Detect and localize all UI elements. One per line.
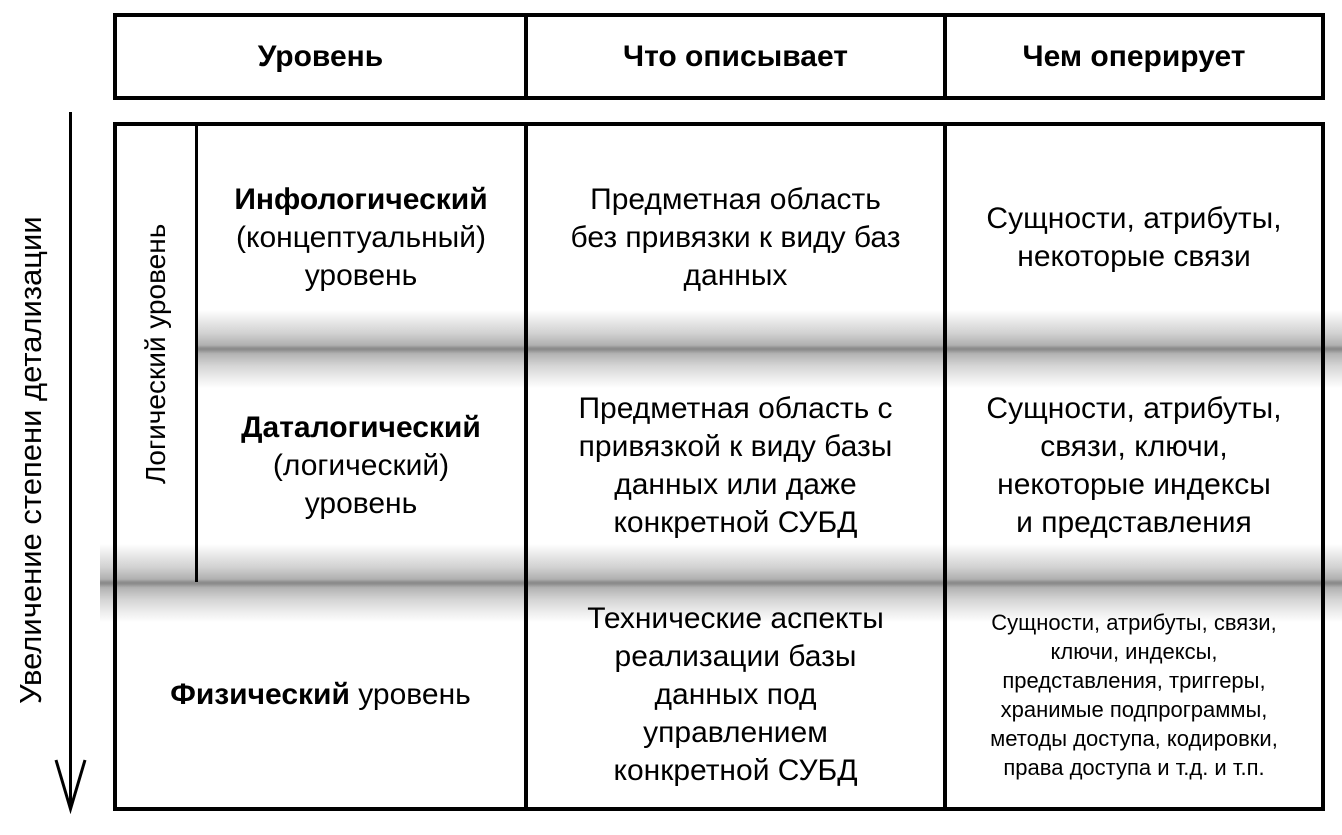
level-name-bold: Физический xyxy=(170,677,350,711)
levels-table: Логический уровень Инфологический (конце… xyxy=(113,122,1325,811)
group-label-divider xyxy=(195,126,198,582)
level-name-rest: уровень xyxy=(349,677,471,711)
cell-physical-operates: Сущности, атрибуты, связи, ключи, индекс… xyxy=(947,582,1321,807)
level-title: Инфологический (концептуальный) уровень xyxy=(234,181,487,295)
cell-physical-level: Физический уровень xyxy=(117,582,524,807)
column-divider-1 xyxy=(524,126,528,807)
header-cell-level: Уровень xyxy=(257,39,384,73)
cell-infological-describes: Предметная область без привязки к виду б… xyxy=(528,126,943,349)
level-name-rest: (логический) уровень xyxy=(272,448,450,520)
column-divider-2 xyxy=(943,126,947,807)
describes-text: Предметная область без привязки к виду б… xyxy=(570,182,901,292)
cell-infological-level: Инфологический (концептуальный) уровень xyxy=(198,126,524,349)
header-cell-operates: Чем оперирует xyxy=(943,17,1321,96)
level-title: Физический уровень xyxy=(170,676,471,714)
detail-axis-label: Увеличение степени детализации xyxy=(13,216,48,704)
cell-infological-operates: Сущности, атрибуты, некоторые связи xyxy=(947,126,1321,349)
operates-text: Сущности, атрибуты, связи, ключи, индекс… xyxy=(990,609,1278,780)
describes-text: Технические аспекты реализации базы данн… xyxy=(587,601,884,787)
cell-physical-describes: Технические аспекты реализации базы данн… xyxy=(528,582,943,807)
operates-text: Сущности, атрибуты, связи, ключи, некото… xyxy=(986,391,1282,539)
header-cell-describes: Что описывает xyxy=(524,17,943,96)
cell-datalogical-operates: Сущности, атрибуты, связи, ключи, некото… xyxy=(947,349,1321,582)
level-name-bold: Даталогический xyxy=(241,410,481,444)
down-arrow-icon xyxy=(54,112,87,814)
group-label-logical-level: Логический уровень xyxy=(140,223,171,485)
cell-datalogical-level: Даталогический (логический) уровень xyxy=(198,349,524,582)
level-name-bold: Инфологический xyxy=(234,182,488,216)
header-table: Уровень Что описывает Чем оперирует xyxy=(113,13,1325,100)
level-name-rest: (концептуальный) уровень xyxy=(236,220,486,292)
cell-datalogical-describes: Предметная область с привязкой к виду ба… xyxy=(528,349,943,582)
level-title: Даталогический (логический) уровень xyxy=(241,409,481,523)
describes-text: Предметная область с привязкой к виду ба… xyxy=(578,391,893,539)
operates-text: Сущности, атрибуты, некоторые связи xyxy=(986,201,1282,273)
